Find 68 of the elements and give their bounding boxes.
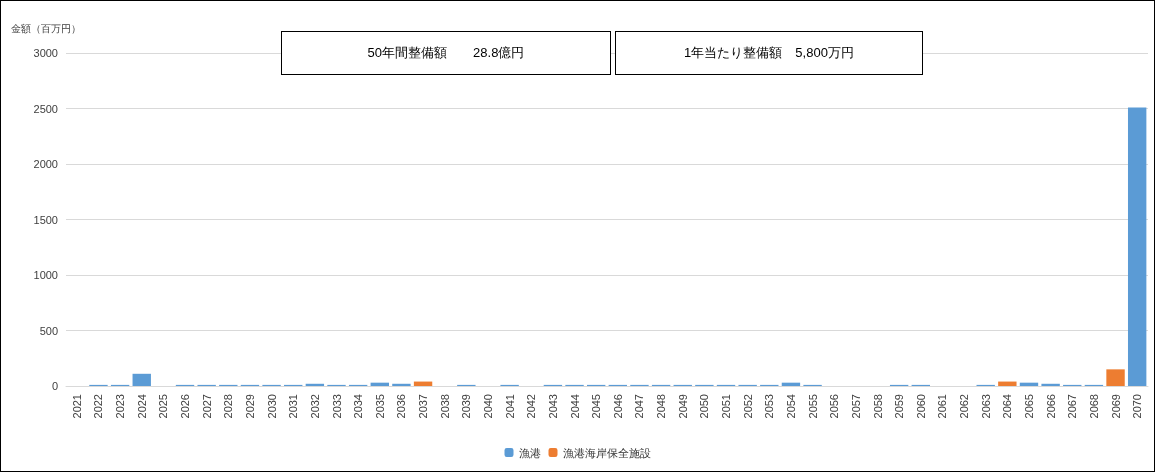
x-tick-label: 2047 bbox=[633, 394, 646, 419]
x-tick-label: 2054 bbox=[784, 394, 797, 419]
y-tick-label: 2000 bbox=[33, 158, 58, 170]
x-tick-label: 2028 bbox=[222, 394, 235, 419]
x-tick-label: 2066 bbox=[1044, 394, 1057, 419]
x-tick-label: 2061 bbox=[936, 394, 949, 419]
legend-label: 漁港海岸保全施設 bbox=[562, 446, 651, 459]
bar bbox=[1106, 369, 1125, 386]
x-tick-label: 2043 bbox=[546, 394, 559, 419]
x-tick-label: 2033 bbox=[330, 394, 343, 419]
x-tick-label: 2037 bbox=[417, 394, 430, 419]
x-tick-label: 2024 bbox=[135, 394, 148, 419]
text-box: 1年当たり整備額 5,800万円 bbox=[615, 31, 923, 75]
x-tick-label: 2053 bbox=[763, 394, 776, 419]
bar bbox=[392, 383, 411, 386]
x-tick-label: 2041 bbox=[503, 394, 516, 419]
x-tick-label: 2036 bbox=[395, 394, 408, 419]
x-tick-label: 2069 bbox=[1109, 394, 1122, 419]
x-tick-label: 2068 bbox=[1087, 394, 1100, 419]
x-tick-label: 2032 bbox=[308, 394, 321, 419]
x-tick-label: 2034 bbox=[352, 394, 365, 419]
x-tick-label: 2027 bbox=[200, 394, 213, 419]
x-tick-label: 2057 bbox=[849, 394, 862, 419]
x-tick-label: 2062 bbox=[958, 394, 971, 419]
x-tick-label: 2058 bbox=[871, 394, 884, 419]
x-tick-label: 2050 bbox=[698, 394, 711, 419]
x-tick-label: 2056 bbox=[828, 394, 841, 419]
x-tick-label: 2065 bbox=[1022, 394, 1035, 419]
x-tick-label: 2022 bbox=[92, 394, 105, 419]
x-tick-label: 2039 bbox=[460, 394, 473, 419]
bar bbox=[998, 381, 1017, 386]
x-tick-label: 2052 bbox=[741, 394, 754, 419]
y-tick-label: 1000 bbox=[33, 269, 58, 281]
x-tick-label: 2048 bbox=[655, 394, 668, 419]
x-tick-label: 2023 bbox=[114, 394, 127, 419]
x-tick-label: 2040 bbox=[481, 394, 494, 419]
y-tick-label: 3000 bbox=[33, 47, 58, 59]
x-tick-label: 2051 bbox=[720, 394, 733, 419]
bar bbox=[132, 373, 151, 386]
x-tick-label: 2049 bbox=[676, 394, 689, 419]
y-tick-label: 500 bbox=[39, 324, 58, 337]
text-box: 50年間整備額 28.8億円 bbox=[281, 31, 611, 75]
x-tick-label: 2044 bbox=[568, 394, 581, 419]
x-tick-label: 2063 bbox=[979, 394, 992, 419]
x-tick-label: 2025 bbox=[157, 394, 170, 419]
bar bbox=[1041, 383, 1060, 386]
y-tick-label: 0 bbox=[51, 380, 58, 392]
y-axis-title: 金額（百万円） bbox=[11, 22, 81, 34]
x-tick-label: 2030 bbox=[265, 394, 278, 419]
bar bbox=[1127, 107, 1147, 386]
x-tick-label: 2059 bbox=[893, 394, 906, 419]
y-tick-label: 1500 bbox=[33, 213, 58, 226]
x-tick-label: 2026 bbox=[179, 394, 192, 419]
x-tick-label: 2029 bbox=[243, 394, 256, 419]
x-tick-label: 2046 bbox=[611, 394, 624, 419]
x-tick-label: 2067 bbox=[1066, 394, 1079, 419]
x-tick-label: 2055 bbox=[806, 394, 819, 419]
x-tick-label: 2060 bbox=[914, 394, 927, 419]
x-tick-label: 2045 bbox=[590, 394, 603, 419]
x-tick-label: 2042 bbox=[525, 394, 538, 419]
x-tick-label: 2031 bbox=[287, 394, 300, 419]
x-tick-label: 2070 bbox=[1131, 394, 1144, 419]
x-tick-label: 2035 bbox=[373, 394, 386, 419]
y-tick-label: 2500 bbox=[33, 102, 58, 115]
x-tick-label: 2021 bbox=[70, 394, 83, 419]
x-tick-label: 2064 bbox=[1001, 394, 1014, 419]
legend-label: 漁港 bbox=[518, 446, 541, 459]
x-tick-label: 2038 bbox=[438, 394, 451, 419]
